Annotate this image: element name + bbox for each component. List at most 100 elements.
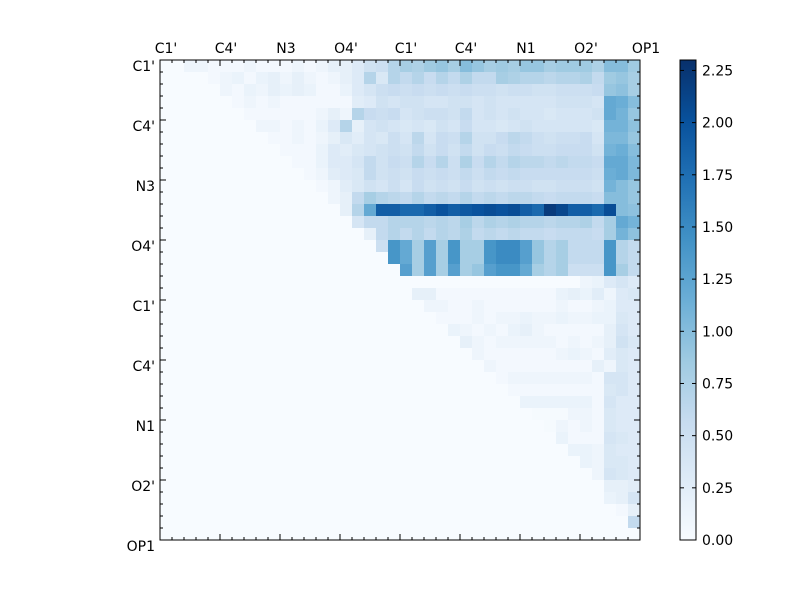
heatmap-cell — [556, 240, 569, 253]
heatmap-cell — [376, 276, 389, 289]
heatmap-cell — [196, 312, 209, 325]
heatmap-cell — [508, 324, 521, 337]
heatmap-cell — [448, 264, 461, 277]
heatmap-cell — [460, 228, 473, 241]
heatmap-cell — [232, 84, 245, 97]
heatmap-cell — [388, 456, 401, 469]
heatmap-cell — [208, 240, 221, 253]
heatmap-cell — [628, 528, 641, 541]
heatmap-cell — [304, 456, 317, 469]
heatmap-cell — [340, 204, 353, 217]
heatmap-cell — [604, 312, 617, 325]
heatmap-cell — [460, 516, 473, 529]
heatmap-cell — [304, 480, 317, 493]
heatmap-cell — [172, 168, 185, 181]
heatmap-cell — [172, 516, 185, 529]
heatmap-cell — [364, 360, 377, 373]
heatmap-cell — [208, 288, 221, 301]
heatmap-cell — [424, 108, 437, 121]
heatmap-cell — [220, 288, 233, 301]
heatmap-cell — [568, 192, 581, 205]
heatmap-cell — [304, 276, 317, 289]
heatmap-cell — [364, 216, 377, 229]
heatmap-cell — [436, 432, 449, 445]
heatmap-cell — [616, 360, 629, 373]
heatmap-cell — [616, 228, 629, 241]
heatmap-cell — [436, 468, 449, 481]
heatmap-cell — [184, 324, 197, 337]
heatmap-cell — [328, 480, 341, 493]
heatmap-cell — [580, 96, 593, 109]
heatmap-cell — [580, 276, 593, 289]
heatmap-cell — [580, 516, 593, 529]
heatmap-cell — [268, 228, 281, 241]
heatmap-cell — [388, 252, 401, 265]
heatmap-cell — [580, 420, 593, 433]
heatmap-cell — [232, 456, 245, 469]
heatmap-cell — [280, 372, 293, 385]
heatmap-cell — [484, 372, 497, 385]
heatmap-cell — [220, 276, 233, 289]
heatmap-cell — [604, 264, 617, 277]
heatmap-cell — [208, 276, 221, 289]
heatmap-cell — [412, 372, 425, 385]
heatmap-cell — [604, 492, 617, 505]
heatmap-cell — [196, 288, 209, 301]
heatmap-cell — [160, 456, 173, 469]
x-tick-labels: C1' C4' N3 O4' C1' C4' N1 O2' OP1 — [155, 41, 660, 57]
heatmap-cell — [220, 492, 233, 505]
heatmap-cell — [208, 528, 221, 541]
heatmap-cell — [424, 336, 437, 349]
heatmap-cell — [628, 96, 641, 109]
heatmap-cell — [424, 444, 437, 457]
heatmap-cell — [568, 432, 581, 445]
heatmap-cell — [472, 120, 485, 133]
heatmap-cell — [424, 408, 437, 421]
heatmap-cell — [220, 468, 233, 481]
heatmap-cell — [628, 516, 641, 529]
heatmap-cell — [352, 240, 365, 253]
heatmap-cell — [508, 168, 521, 181]
heatmap-cell — [196, 72, 209, 85]
heatmap-cell — [196, 264, 209, 277]
heatmap-cell — [520, 192, 533, 205]
heatmap-cell — [532, 504, 545, 517]
heatmap-cell — [268, 300, 281, 313]
heatmap-cell — [496, 288, 509, 301]
heatmap-cell — [580, 144, 593, 157]
heatmap-cell — [544, 492, 557, 505]
heatmap-cell — [520, 432, 533, 445]
heatmap-cell — [208, 108, 221, 121]
heatmap-cell — [448, 216, 461, 229]
heatmap-cell — [376, 528, 389, 541]
heatmap-cell — [376, 180, 389, 193]
heatmap-cell — [424, 132, 437, 145]
heatmap-cell — [256, 492, 269, 505]
heatmap-cell — [244, 288, 257, 301]
heatmap-cell — [448, 396, 461, 409]
heatmap-cell — [556, 60, 569, 73]
heatmap-cell — [388, 216, 401, 229]
heatmap-cell — [244, 336, 257, 349]
heatmap-cell — [280, 420, 293, 433]
heatmap-cell — [364, 276, 377, 289]
heatmap-cell — [340, 384, 353, 397]
heatmap-cell — [508, 516, 521, 529]
heatmap-cell — [616, 384, 629, 397]
heatmap-cell — [484, 132, 497, 145]
heatmap-cell — [424, 264, 437, 277]
heatmap-cell — [592, 384, 605, 397]
heatmap-cell — [196, 96, 209, 109]
heatmap-cell — [544, 372, 557, 385]
heatmap-cell — [448, 240, 461, 253]
heatmap-cell — [304, 264, 317, 277]
heatmap-cell — [460, 180, 473, 193]
heatmap-cell — [484, 468, 497, 481]
heatmap-cell — [196, 204, 209, 217]
heatmap-cell — [160, 408, 173, 421]
heatmap-cell — [628, 240, 641, 253]
heatmap-cell — [592, 324, 605, 337]
heatmap-cell — [412, 252, 425, 265]
heatmap-cell — [268, 108, 281, 121]
heatmap-cell — [460, 156, 473, 169]
